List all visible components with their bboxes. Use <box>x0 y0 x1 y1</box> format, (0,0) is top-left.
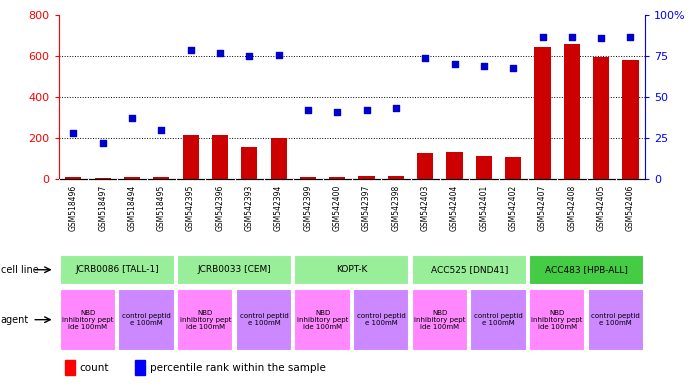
Text: JCRB0033 [CEM]: JCRB0033 [CEM] <box>198 265 271 274</box>
Point <box>185 46 196 53</box>
Bar <box>300 177 316 179</box>
Text: GSM542398: GSM542398 <box>391 185 400 231</box>
Text: GSM518494: GSM518494 <box>128 185 137 231</box>
Text: GSM542403: GSM542403 <box>421 185 430 231</box>
Bar <box>529 255 644 285</box>
Bar <box>412 255 526 285</box>
Text: percentile rank within the sample: percentile rank within the sample <box>150 362 326 373</box>
Point <box>126 115 137 121</box>
Text: GSM542402: GSM542402 <box>509 185 518 231</box>
Text: NBD
inhibitory pept
ide 100mM: NBD inhibitory pept ide 100mM <box>531 310 583 330</box>
Bar <box>65 361 75 375</box>
Bar <box>295 255 409 285</box>
Bar <box>241 147 257 179</box>
Text: NBD
inhibitory pept
ide 100mM: NBD inhibitory pept ide 100mM <box>297 310 348 330</box>
Bar <box>588 289 644 351</box>
Text: ACC483 [HPB-ALL]: ACC483 [HPB-ALL] <box>545 265 628 274</box>
Bar <box>353 289 409 351</box>
Bar <box>529 289 585 351</box>
Text: GSM518495: GSM518495 <box>157 185 166 231</box>
Text: KOPT-K: KOPT-K <box>336 265 368 274</box>
Bar <box>212 135 228 179</box>
Text: GSM518496: GSM518496 <box>69 185 78 231</box>
Point <box>595 35 607 41</box>
Point <box>508 65 519 71</box>
Bar <box>95 177 110 179</box>
Bar <box>412 289 468 351</box>
Point <box>68 130 79 136</box>
Text: JCRB0086 [TALL-1]: JCRB0086 [TALL-1] <box>75 265 159 274</box>
Text: control peptid
e 100mM: control peptid e 100mM <box>239 313 288 326</box>
Text: GSM542407: GSM542407 <box>538 185 547 231</box>
Point <box>273 51 284 58</box>
Text: GSM542399: GSM542399 <box>304 185 313 231</box>
Bar <box>177 289 233 351</box>
Text: control peptid
e 100mM: control peptid e 100mM <box>122 313 171 326</box>
Point <box>361 107 372 113</box>
Bar <box>60 289 116 351</box>
Bar <box>622 60 638 179</box>
Point <box>391 105 402 111</box>
Text: agent: agent <box>1 314 29 325</box>
Text: control peptid
e 100mM: control peptid e 100mM <box>474 313 523 326</box>
Text: GSM542396: GSM542396 <box>215 185 224 231</box>
Text: count: count <box>79 362 109 373</box>
Text: ACC525 [DND41]: ACC525 [DND41] <box>431 265 508 274</box>
Bar <box>593 57 609 179</box>
Text: GSM542400: GSM542400 <box>333 185 342 231</box>
Text: cell line: cell line <box>1 265 39 275</box>
Bar <box>471 289 526 351</box>
Point <box>420 55 431 61</box>
Point <box>625 33 636 40</box>
Text: NBD
inhibitory pept
ide 100mM: NBD inhibitory pept ide 100mM <box>414 310 466 330</box>
Bar <box>505 157 521 179</box>
Point <box>302 107 313 113</box>
Bar <box>446 152 462 179</box>
Bar <box>270 138 286 179</box>
Bar <box>236 289 292 351</box>
Bar <box>177 255 292 285</box>
Text: GSM542406: GSM542406 <box>626 185 635 231</box>
Bar <box>388 175 404 179</box>
Bar <box>119 289 175 351</box>
Point <box>244 53 255 59</box>
Bar <box>60 255 175 285</box>
Point <box>215 50 226 56</box>
Text: GSM518497: GSM518497 <box>98 185 107 231</box>
Text: GSM542405: GSM542405 <box>597 185 606 231</box>
Text: control peptid
e 100mM: control peptid e 100mM <box>357 313 406 326</box>
Bar <box>295 289 351 351</box>
Text: GSM542395: GSM542395 <box>186 185 195 231</box>
Bar <box>329 177 345 179</box>
Text: GSM542394: GSM542394 <box>274 185 283 231</box>
Bar <box>183 135 199 179</box>
Bar <box>564 44 580 179</box>
Point <box>566 33 578 40</box>
Point <box>97 140 108 146</box>
Bar <box>476 156 492 179</box>
Point <box>478 63 489 69</box>
Point <box>332 109 343 115</box>
Point <box>156 127 167 133</box>
Text: GSM542404: GSM542404 <box>450 185 459 231</box>
Bar <box>135 361 146 375</box>
Text: NBD
inhibitory pept
ide 100mM: NBD inhibitory pept ide 100mM <box>62 310 114 330</box>
Text: NBD
inhibitory pept
ide 100mM: NBD inhibitory pept ide 100mM <box>179 310 231 330</box>
Text: control peptid
e 100mM: control peptid e 100mM <box>591 313 640 326</box>
Point <box>537 33 548 40</box>
Text: GSM542408: GSM542408 <box>567 185 576 231</box>
Text: GSM542397: GSM542397 <box>362 185 371 231</box>
Bar <box>535 47 551 179</box>
Text: GSM542401: GSM542401 <box>480 185 489 231</box>
Text: GSM542393: GSM542393 <box>245 185 254 231</box>
Bar <box>359 175 375 179</box>
Point <box>449 61 460 68</box>
Bar <box>153 177 169 179</box>
Bar <box>124 177 140 179</box>
Bar <box>66 177 81 179</box>
Bar <box>417 153 433 179</box>
